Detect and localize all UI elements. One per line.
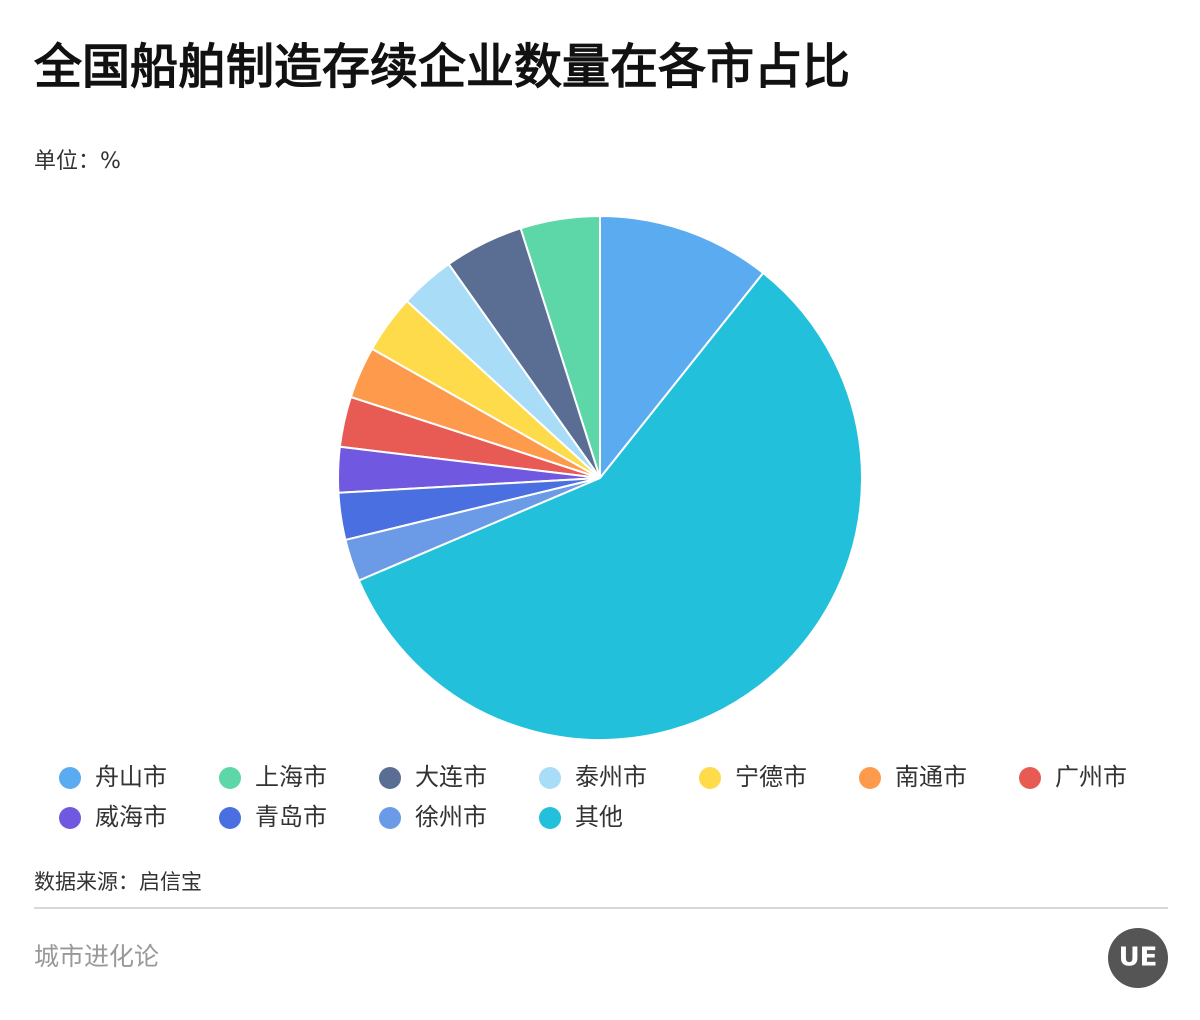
legend-label: 徐州市 (415, 803, 487, 831)
pie (337, 214, 863, 741)
legend-label: 其他 (575, 803, 623, 831)
legend-swatch (379, 767, 401, 789)
legend-label: 威海市 (95, 803, 167, 831)
pie-slice (357, 271, 863, 741)
legend-swatch (859, 767, 881, 789)
legend-swatch (539, 767, 561, 789)
legend-swatch (219, 767, 241, 789)
legend-swatch (1019, 767, 1041, 789)
legend-swatch (539, 807, 561, 829)
legend-swatch (59, 807, 81, 829)
legend-label: 舟山市 (95, 763, 167, 791)
chart-title: 全国船舶制造存续企业数量在各市占比 (33, 39, 850, 95)
legend-label: 宁德市 (735, 763, 807, 791)
legend-swatch (59, 767, 81, 789)
legend-swatch (219, 807, 241, 829)
legend-swatch (379, 807, 401, 829)
unit-label: 单位：% (34, 149, 121, 174)
legend-label: 上海市 (255, 763, 327, 791)
legend-label: 广州市 (1055, 763, 1127, 791)
source: 数据来源：启信宝 (34, 870, 202, 894)
brand: 城市进化论 (34, 942, 159, 971)
logo: UE (1119, 943, 1158, 973)
legend-label: 南通市 (895, 763, 967, 791)
legend-label: 青岛市 (255, 803, 327, 831)
logo-circle (1108, 928, 1168, 988)
pie-slice (599, 214, 765, 481)
legend-label: 大连市 (415, 763, 487, 791)
legend-swatch (699, 767, 721, 789)
legend-label: 泰州市 (575, 763, 647, 791)
